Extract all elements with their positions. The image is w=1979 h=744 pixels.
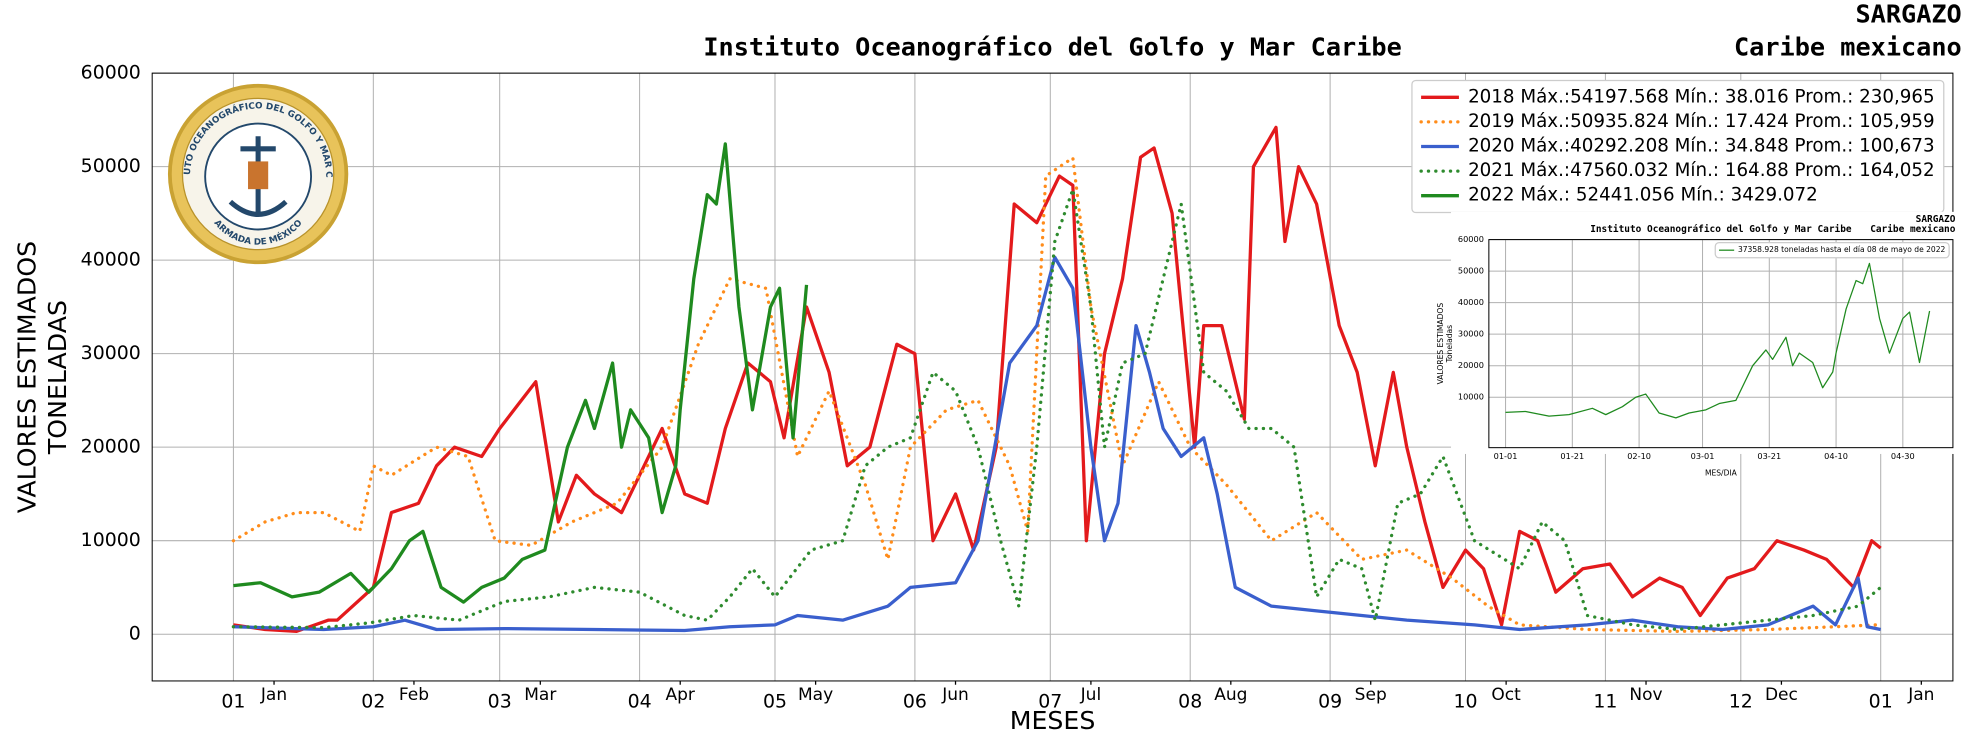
- y-tick-label: 10000: [81, 529, 141, 551]
- y-tick-label: 30000: [1458, 329, 1484, 339]
- series-line: [233, 125, 1882, 634]
- y-tick-label: 40000: [1458, 297, 1484, 307]
- legend: 2018 Máx.:54197.568 Mín.: 38.016 Prom.: …: [1411, 79, 1945, 214]
- y-tick-label: 0: [129, 623, 141, 645]
- chart-title: Instituto Oceanográfico del Golfo y Mar …: [703, 32, 1401, 61]
- x-minor-label: Jan: [1907, 685, 1934, 705]
- x-minor-label: Jul: [1080, 685, 1102, 705]
- x-minor-label: Dec: [1765, 685, 1798, 705]
- plots: 0 10000 20000 30000 40000 50000 60000 01 02 03 04 0…: [13, 0, 1971, 735]
- series-line: [1505, 262, 1931, 419]
- legend-label: 2022 Máx.: 52441.056 Mín.: 3429.072: [1468, 185, 1818, 206]
- x-tick-label: 06: [903, 690, 927, 712]
- x-axis-label: MES/DIA: [1705, 468, 1738, 477]
- y-tick-label: 60000: [1458, 234, 1484, 244]
- x-tick-label: 09: [1318, 690, 1342, 712]
- x-tick-label: 02-10: [1627, 451, 1651, 461]
- y-axis-label: VALORES ESTIMADOS: [13, 241, 42, 513]
- x-minor-label: Jan: [260, 685, 287, 705]
- x-minor-label: Oct: [1491, 685, 1521, 705]
- series-line: [233, 255, 1881, 633]
- legend-label: 37358.928 toneladas hasta el día 08 de m…: [1738, 245, 1946, 254]
- x-tick-label: 03: [488, 690, 512, 712]
- x-tick-label: 08: [1178, 690, 1202, 712]
- corner-title: Caribe mexicano: [1734, 32, 1962, 61]
- y-tick-label: 20000: [81, 436, 141, 458]
- x-tick-label: 04-10: [1824, 451, 1848, 461]
- legend-label: 2020 Máx.:40292.208 Mín.: 34.848 Prom.: …: [1468, 135, 1935, 156]
- series-group: [231, 125, 1883, 634]
- legend-box: [1714, 241, 1950, 259]
- corner-title: SARGAZO: [1855, 0, 1961, 29]
- x-tick-label: 05: [763, 690, 787, 712]
- x-tick-label: 03-01: [1691, 451, 1715, 461]
- y-tick-label: 20000: [1458, 360, 1484, 370]
- y-tick-label: 60000: [81, 62, 141, 84]
- x-minor-label: May: [798, 685, 833, 705]
- y-axis-label: TONELADAS: [43, 300, 72, 455]
- y-tick-label: 30000: [81, 342, 141, 364]
- x-minor-label: Mar: [524, 685, 556, 705]
- chart: 0 10000 20000 30000 40000 50000 60000 01 02 03 04 0…: [13, 0, 1962, 735]
- x-tick-label: 04-30: [1891, 451, 1915, 461]
- series-group: [1505, 262, 1931, 419]
- legend: 37358.928 toneladas hasta el día 08 de m…: [1714, 241, 1950, 259]
- legend-label: 2021 Máx.:47560.032 Mín.: 164.88 Prom.: …: [1468, 160, 1935, 181]
- x-minor-label: Nov: [1629, 685, 1662, 705]
- x-tick-label: 12: [1729, 690, 1753, 712]
- x-tick-label: 04: [628, 690, 652, 712]
- y-tick-label: 10000: [1458, 392, 1484, 402]
- x-axis-label: MESES: [1010, 706, 1096, 735]
- x-minor-label: Jun: [941, 685, 969, 705]
- y-axis-label: VALORES ESTIMADOS: [1436, 303, 1445, 385]
- x-tick-label: 03-21: [1757, 451, 1781, 461]
- x-minor-label: Feb: [399, 685, 429, 705]
- x-tick-label: 01: [221, 690, 245, 712]
- x-minor-label: Apr: [666, 685, 695, 705]
- corner-title: SARGAZO: [1916, 214, 1956, 225]
- chart-title: Instituto Oceanográfico del Golfo y Mar …: [1590, 224, 1852, 235]
- x-tick-label: 02: [361, 690, 385, 712]
- plot-frame: [1488, 239, 1954, 449]
- series-line: [231, 187, 1883, 632]
- x-tick-label: 01-21: [1560, 451, 1584, 461]
- logo-figure: [248, 161, 269, 190]
- x-tick-label: 01: [1869, 690, 1893, 712]
- legend-label: 2018 Máx.:54197.568 Mín.: 38.016 Prom.: …: [1468, 86, 1935, 107]
- x-tick-label: 07: [1038, 690, 1062, 712]
- series-line: [231, 156, 1878, 634]
- legend-label: 2019 Máx.:50935.824 Mín.: 17.424 Prom.: …: [1468, 111, 1935, 132]
- y-tick-label: 50000: [1458, 266, 1484, 276]
- x-tick-label: 01-01: [1494, 451, 1518, 461]
- corner-title: Caribe mexicano: [1870, 224, 1956, 235]
- x-minor-label: Aug: [1214, 685, 1247, 705]
- series-line: [233, 142, 809, 604]
- chart: 10000 20000 30000 40000 50000 60000 01-01 01-21…: [1436, 211, 1971, 477]
- x-tick-label: 11: [1593, 690, 1617, 712]
- y-axis-label: Toneladas: [1445, 325, 1454, 364]
- x-tick-label: 10: [1453, 690, 1477, 712]
- y-tick-label: 40000: [81, 249, 141, 271]
- y-tick-label: 50000: [81, 155, 141, 177]
- x-minor-label: Sep: [1355, 685, 1387, 705]
